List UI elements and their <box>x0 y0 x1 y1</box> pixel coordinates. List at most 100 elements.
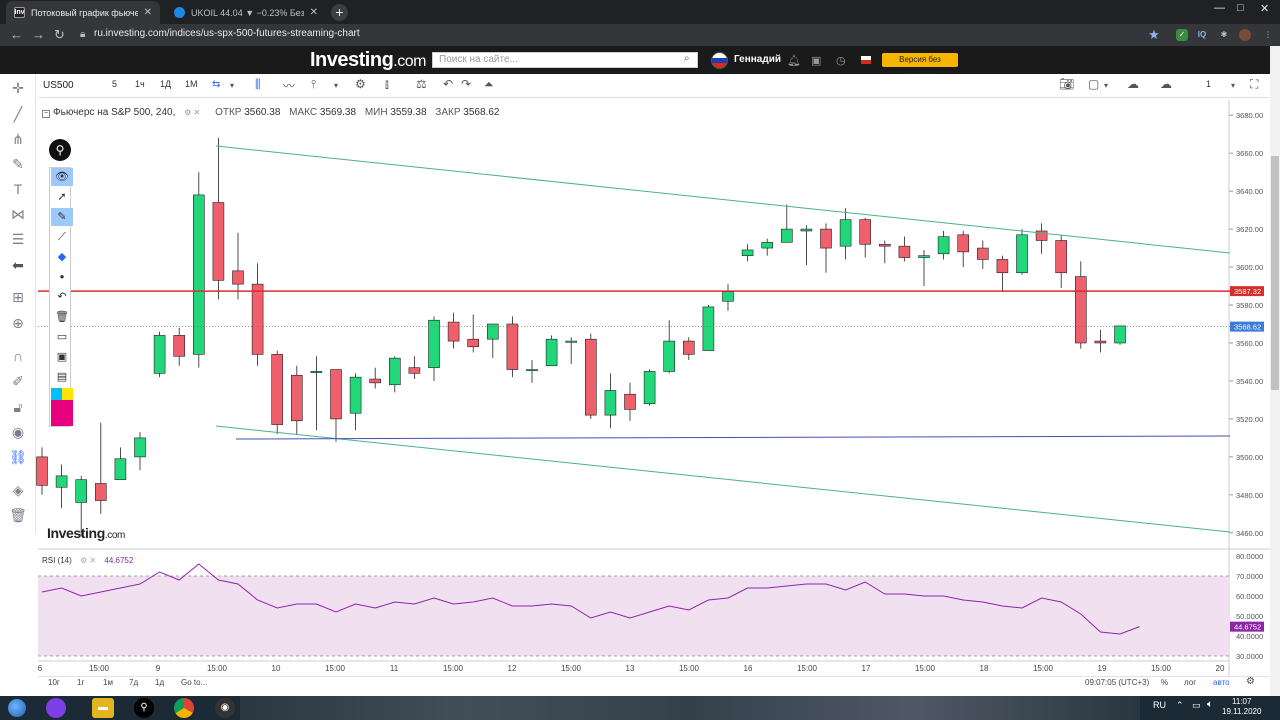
settings-gear-icon[interactable]: ⚙ <box>355 77 366 91</box>
close-window-icon[interactable]: ✕ <box>1260 3 1270 15</box>
symbol-input[interactable]: US500 <box>43 80 74 91</box>
toolbar-value[interactable]: 1 <box>1206 79 1212 89</box>
lock-icon[interactable]: 🔒︎ <box>80 29 86 40</box>
cloud-save-icon[interactable]: ☁ <box>1160 77 1172 91</box>
profile-avatar[interactable] <box>1239 29 1251 41</box>
language-flag-icon[interactable] <box>861 56 871 64</box>
network-icon[interactable]: ▭ <box>1192 700 1201 710</box>
zoom-icon[interactable]: ⊕ <box>12 315 24 331</box>
portfolio-icon[interactable]: ▣ <box>811 55 822 67</box>
browser-tab-active[interactable]: Inv Потоковый график фьючерса S ✕ <box>6 1 160 24</box>
range-1y[interactable]: 1г <box>77 678 85 687</box>
layout-icon[interactable]: ▢ <box>1088 77 1100 91</box>
trash-icon[interactable]: 🗑︎ <box>55 311 69 323</box>
forward-icon[interactable]: → <box>32 27 45 42</box>
close-tab-icon[interactable]: ✕ <box>143 7 152 18</box>
extension-icon[interactable]: ✓ <box>1176 29 1188 41</box>
range-7d[interactable]: 7д <box>129 678 139 687</box>
close-tab-icon[interactable]: ✕ <box>309 7 318 18</box>
line-chart-icon[interactable]: 〰 <box>283 79 296 93</box>
ad-free-button[interactable]: Версия без рекламы <box>882 53 958 78</box>
candles-icon[interactable]: ⫼ <box>255 77 261 91</box>
puzzle-extension-icon[interactable]: ✱ <box>1220 30 1228 39</box>
clock-icon[interactable]: ◷ <box>836 55 846 67</box>
iq-extension-icon[interactable]: IQ <box>1197 30 1207 39</box>
goto-button[interactable]: Go to... <box>181 678 208 687</box>
alert-icon[interactable]: ⏶ <box>484 77 494 91</box>
brush-icon[interactable]: ✎ <box>12 156 24 172</box>
chrome-app-icon[interactable] <box>174 698 194 718</box>
back-icon[interactable]: ← <box>10 27 23 42</box>
taskbar-clock[interactable]: 11:07 19.11.2020 <box>1222 697 1261 717</box>
dropdown-caret-icon[interactable]: ▾ <box>1231 81 1236 90</box>
eraser-icon[interactable]: ◆ <box>57 251 67 263</box>
clipboard-icon[interactable]: ▤ <box>56 371 68 383</box>
trash-icon[interactable]: 🗑︎ <box>9 507 27 523</box>
interval-more-icon[interactable]: ⇆ <box>212 79 221 90</box>
magnet-icon[interactable]: ∩ <box>12 348 24 364</box>
url-text[interactable]: ru.investing.com/indices/us-spx-500-futu… <box>94 28 360 39</box>
indicators-icon[interactable]: ⫯ <box>311 77 317 91</box>
crosshair-icon[interactable]: ✛ <box>12 80 24 96</box>
interval-5[interactable]: 5 <box>112 79 118 89</box>
minimize-icon[interactable]: — <box>1214 2 1225 14</box>
fullscreen-icon[interactable]: ⛶ <box>1250 77 1259 91</box>
site-search-input[interactable]: Поиск на сайте... <box>432 52 698 68</box>
interval-1d[interactable]: 1Д <box>160 79 172 89</box>
stay-drawing-icon[interactable]: ✐ <box>12 373 24 389</box>
browser-tab[interactable]: UKOIL 44.04 ▼ −0.23% Без назв ✕ <box>166 1 326 24</box>
dropdown-caret-icon[interactable]: ▾ <box>1104 81 1109 90</box>
new-tab-button[interactable]: + <box>331 4 348 21</box>
undo-icon[interactable]: ↶ <box>57 291 67 303</box>
eye-icon[interactable]: 👁︎ <box>51 168 73 186</box>
color-swatch-magenta[interactable] <box>51 400 73 426</box>
pin-app-icon[interactable]: ⚲ <box>134 698 154 718</box>
user-avatar[interactable] <box>711 52 728 69</box>
reload-icon[interactable]: ↻ <box>54 27 65 42</box>
settings-gear-icon[interactable]: ⚙ <box>1246 676 1255 687</box>
start-button[interactable] <box>8 699 26 717</box>
pin-icon[interactable]: ⚲ <box>49 139 71 161</box>
user-name[interactable]: Геннадий <box>734 54 782 65</box>
redo-icon[interactable]: ↷ <box>461 77 472 91</box>
dropdown-caret-icon[interactable]: ▾ <box>334 81 339 90</box>
volume-icon[interactable]: 🔈︎ <box>1207 699 1213 710</box>
legend-settings-icon[interactable]: ⚙ ✕ <box>184 108 201 117</box>
measure-icon[interactable]: ⊞ <box>12 289 24 305</box>
viber-app-icon[interactable] <box>46 698 66 718</box>
link-icon[interactable]: ⛓ <box>9 449 27 465</box>
file-explorer-icon[interactable]: ▬ <box>92 698 114 718</box>
language-indicator[interactable]: RU <box>1153 700 1166 710</box>
eye-icon[interactable]: ◉ <box>11 424 25 440</box>
site-logo[interactable]: Investing.com <box>310 49 426 72</box>
cursor-icon[interactable]: ➚ <box>57 191 67 203</box>
layers-icon[interactable]: ◈ <box>12 482 24 498</box>
maximize-icon[interactable]: □ <box>1237 2 1244 14</box>
search-icon[interactable]: ⌕ <box>684 53 690 64</box>
tray-arrow-icon[interactable]: ⌃ <box>1176 700 1184 710</box>
lock-icon[interactable]: 🔓︎ <box>13 399 23 415</box>
rsi-settings-icon[interactable]: ⚙ ✕ <box>80 556 97 565</box>
auto-toggle[interactable]: авто <box>1213 678 1230 687</box>
compare-icon[interactable]: ⫾ <box>385 77 389 91</box>
log-toggle[interactable]: лог <box>1184 678 1197 687</box>
range-1d[interactable]: 1д <box>155 678 165 687</box>
dropdown-caret-icon[interactable]: ▾ <box>230 81 235 90</box>
browser-menu-icon[interactable]: ⋮ <box>1264 30 1272 39</box>
scale-icon[interactable]: ⚖ <box>416 77 427 91</box>
cloud-load-icon[interactable]: ☁ <box>1127 77 1139 91</box>
color-swatch-top[interactable] <box>51 388 73 400</box>
undo-icon[interactable]: ↶ <box>443 77 454 91</box>
range-10y[interactable]: 10г <box>48 678 60 687</box>
range-1m[interactable]: 1м <box>103 678 113 687</box>
camera-icon[interactable]: 📷︎ <box>1059 77 1075 91</box>
bell-icon[interactable]: 🔔︎ <box>787 55 801 67</box>
obs-app-icon[interactable]: ◉ <box>215 698 235 718</box>
camera-icon[interactable]: ▣ <box>56 351 68 363</box>
trendline-icon[interactable]: ╱ <box>13 106 23 122</box>
text-icon[interactable]: T <box>13 181 23 197</box>
back-arrow-icon[interactable]: ⬅ <box>12 257 24 273</box>
interval-1h[interactable]: 1ч <box>135 79 145 89</box>
pitchfork-icon[interactable]: ⋔ <box>12 131 24 147</box>
